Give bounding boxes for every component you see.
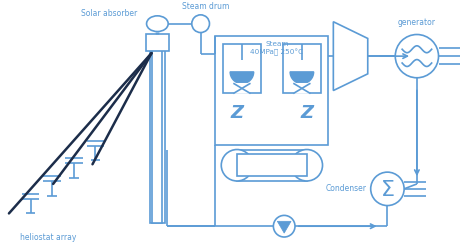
Bar: [153, 41, 162, 223]
Bar: [146, 33, 169, 51]
Polygon shape: [230, 72, 254, 84]
Bar: [237, 154, 307, 176]
Text: Z: Z: [230, 104, 244, 122]
Bar: [237, 150, 307, 181]
Bar: [149, 41, 165, 223]
Circle shape: [273, 215, 295, 237]
Ellipse shape: [291, 150, 322, 181]
Bar: [215, 36, 328, 145]
Text: Condenser: Condenser: [326, 184, 367, 193]
Polygon shape: [290, 72, 314, 84]
Circle shape: [192, 15, 210, 32]
Polygon shape: [234, 84, 250, 93]
Text: Steam drum: Steam drum: [182, 2, 229, 11]
Text: Z: Z: [301, 104, 313, 122]
Polygon shape: [277, 221, 291, 233]
Text: Solar absorber: Solar absorber: [82, 9, 138, 18]
Text: generator: generator: [398, 18, 436, 27]
Text: heliostat array: heliostat array: [20, 233, 76, 242]
Bar: [223, 44, 261, 93]
Bar: [283, 44, 320, 93]
Polygon shape: [333, 22, 368, 91]
Ellipse shape: [146, 16, 168, 31]
Text: Σ: Σ: [381, 180, 394, 200]
Circle shape: [395, 34, 438, 78]
Text: Steam
40MPa， 250°C: Steam 40MPa， 250°C: [250, 41, 303, 56]
Polygon shape: [294, 84, 310, 93]
Ellipse shape: [221, 150, 253, 181]
Circle shape: [371, 172, 404, 205]
